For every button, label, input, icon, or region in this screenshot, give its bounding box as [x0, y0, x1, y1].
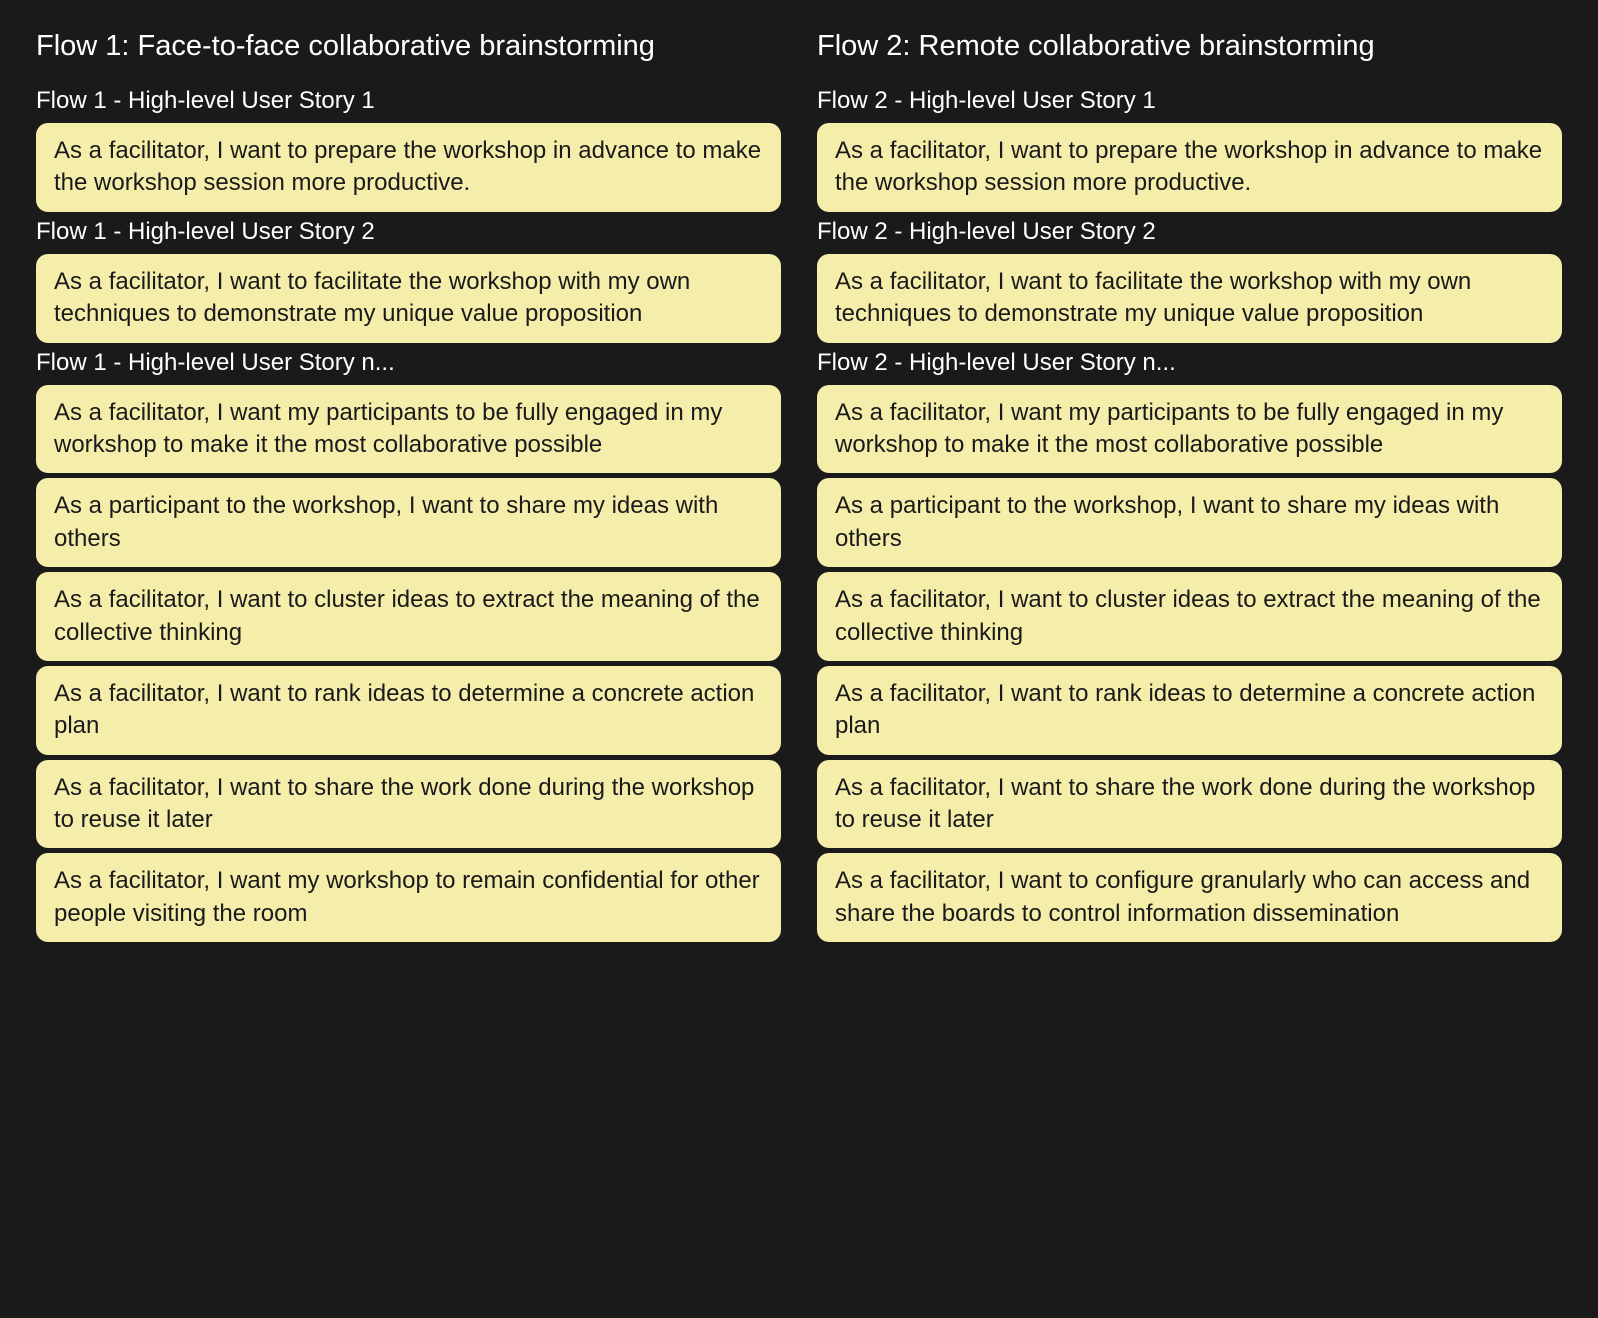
- story-card: As a facilitator, I want to cluster idea…: [36, 572, 781, 661]
- story-card: As a facilitator, I want to rank ideas t…: [36, 666, 781, 755]
- story-card: As a facilitator, I want to rank ideas t…: [817, 666, 1562, 755]
- story-card: As a facilitator, I want to share the wo…: [817, 760, 1562, 849]
- story-label: Flow 1 - High-level User Story 1: [36, 87, 781, 115]
- story-card: As a facilitator, I want to cluster idea…: [817, 572, 1562, 661]
- flow-title: Flow 2: Remote collaborative brainstormi…: [817, 30, 1562, 63]
- flow-title: Flow 1: Face-to-face collaborative brain…: [36, 30, 781, 63]
- flow-column-1: Flow 1: Face-to-face collaborative brain…: [36, 30, 781, 948]
- story-card: As a facilitator, I want to prepare the …: [36, 123, 781, 212]
- story-card: As a participant to the workshop, I want…: [36, 478, 781, 567]
- story-label: Flow 1 - High-level User Story 2: [36, 218, 781, 246]
- story-section: Flow 1 - High-level User Story 1 As a fa…: [36, 87, 781, 212]
- story-card: As a facilitator, I want to facilitate t…: [36, 254, 781, 343]
- story-card: As a facilitator, I want to configure gr…: [817, 853, 1562, 942]
- story-label: Flow 2 - High-level User Story 2: [817, 218, 1562, 246]
- story-section: Flow 1 - High-level User Story 2 As a fa…: [36, 218, 781, 343]
- story-section: Flow 2 - High-level User Story 1 As a fa…: [817, 87, 1562, 212]
- story-card: As a facilitator, I want to share the wo…: [36, 760, 781, 849]
- story-card: As a facilitator, I want to prepare the …: [817, 123, 1562, 212]
- story-card: As a facilitator, I want my participants…: [36, 385, 781, 474]
- story-card: As a facilitator, I want my participants…: [817, 385, 1562, 474]
- story-section: Flow 2 - High-level User Story n... As a…: [817, 349, 1562, 943]
- story-card: As a facilitator, I want my workshop to …: [36, 853, 781, 942]
- story-card: As a facilitator, I want to facilitate t…: [817, 254, 1562, 343]
- story-label: Flow 2 - High-level User Story n...: [817, 349, 1562, 377]
- flow-column-2: Flow 2: Remote collaborative brainstormi…: [817, 30, 1562, 948]
- flows-container: Flow 1: Face-to-face collaborative brain…: [36, 30, 1562, 948]
- story-section: Flow 2 - High-level User Story 2 As a fa…: [817, 218, 1562, 343]
- story-card: As a participant to the workshop, I want…: [817, 478, 1562, 567]
- story-section: Flow 1 - High-level User Story n... As a…: [36, 349, 781, 943]
- story-label: Flow 1 - High-level User Story n...: [36, 349, 781, 377]
- story-label: Flow 2 - High-level User Story 1: [817, 87, 1562, 115]
